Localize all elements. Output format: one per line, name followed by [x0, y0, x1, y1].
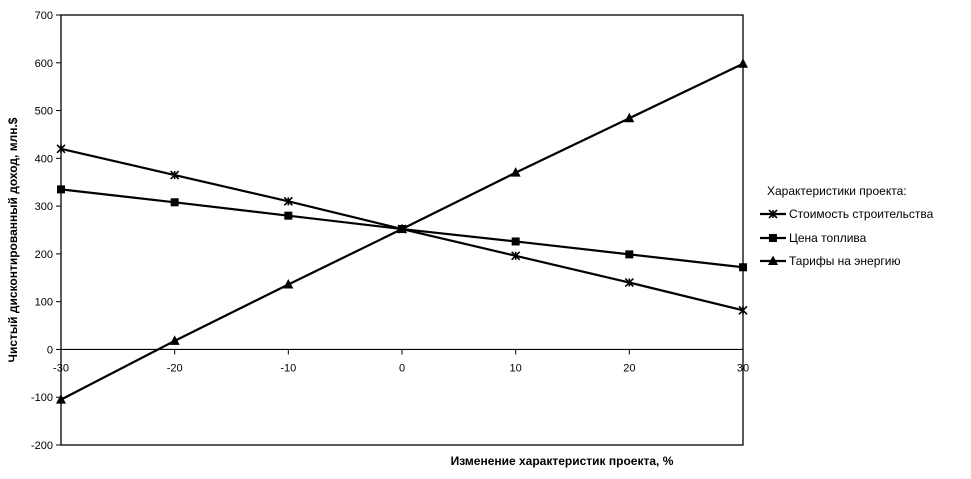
series-3 — [56, 58, 748, 404]
legend-marker — [768, 209, 778, 219]
legend-entry-1: Стоимость строительства — [760, 207, 934, 221]
x-tick-label: 30 — [737, 362, 749, 374]
y-tick-label: 0 — [47, 344, 53, 356]
x-tick-label: 0 — [399, 362, 405, 374]
data-point — [625, 250, 634, 259]
y-axis-title: Чистый дисконтированный доход, млн.$ — [6, 117, 20, 362]
data-point — [738, 305, 748, 315]
data-point — [170, 198, 179, 207]
data-point — [738, 58, 748, 68]
x-tick-label: -30 — [53, 362, 69, 374]
data-point — [56, 144, 66, 154]
y-tick-label: 400 — [35, 153, 53, 165]
data-point — [283, 278, 294, 289]
legend-entry-3: Тарифы на энергию — [760, 254, 901, 268]
plot-frame — [60, 14, 744, 446]
data-point — [511, 251, 521, 261]
legend-marker — [769, 234, 777, 242]
y-axis: -200 -100 0 100 200 300 400 500 600 700 — [31, 10, 61, 452]
data-point — [624, 277, 634, 288]
series-layer — [56, 58, 748, 404]
data-point — [56, 394, 66, 404]
data-point — [57, 185, 65, 194]
x-axis-title: Изменение характеристик проекта, % — [451, 454, 674, 468]
data-point — [283, 196, 293, 206]
legend-label: Тарифы на энергию — [789, 254, 901, 268]
x-tick-label: 10 — [510, 362, 522, 374]
y-tick-label: 700 — [35, 10, 53, 22]
data-point — [511, 237, 520, 246]
data-point — [739, 263, 747, 272]
legend-marker — [768, 255, 778, 265]
y-tick-label: -200 — [31, 440, 53, 452]
x-tick-label: -20 — [167, 362, 183, 374]
x-tick-label: 20 — [623, 362, 635, 374]
x-axis: -30 -20 -10 0 10 20 30 — [53, 348, 749, 374]
legend-label: Цена топлива — [789, 231, 867, 245]
legend-label: Стоимость строительства — [789, 207, 934, 221]
data-point — [624, 112, 635, 123]
data-point — [510, 167, 521, 177]
x-tick-label: -10 — [280, 362, 296, 374]
y-tick-label: 500 — [35, 106, 53, 118]
y-tick-label: 600 — [35, 58, 53, 70]
y-tick-label: 300 — [35, 201, 53, 213]
y-tick-label: 100 — [35, 297, 53, 309]
data-point — [397, 223, 407, 234]
data-point — [170, 170, 180, 180]
legend-entry-2: Цена топлива — [760, 231, 867, 245]
data-point — [169, 335, 180, 345]
legend: Характеристики проекта: Стоимость строит… — [760, 184, 934, 268]
legend-title: Характеристики проекта: — [767, 184, 907, 198]
y-tick-label: -100 — [31, 392, 53, 404]
data-point — [284, 211, 293, 220]
y-tick-label: 200 — [35, 249, 53, 261]
